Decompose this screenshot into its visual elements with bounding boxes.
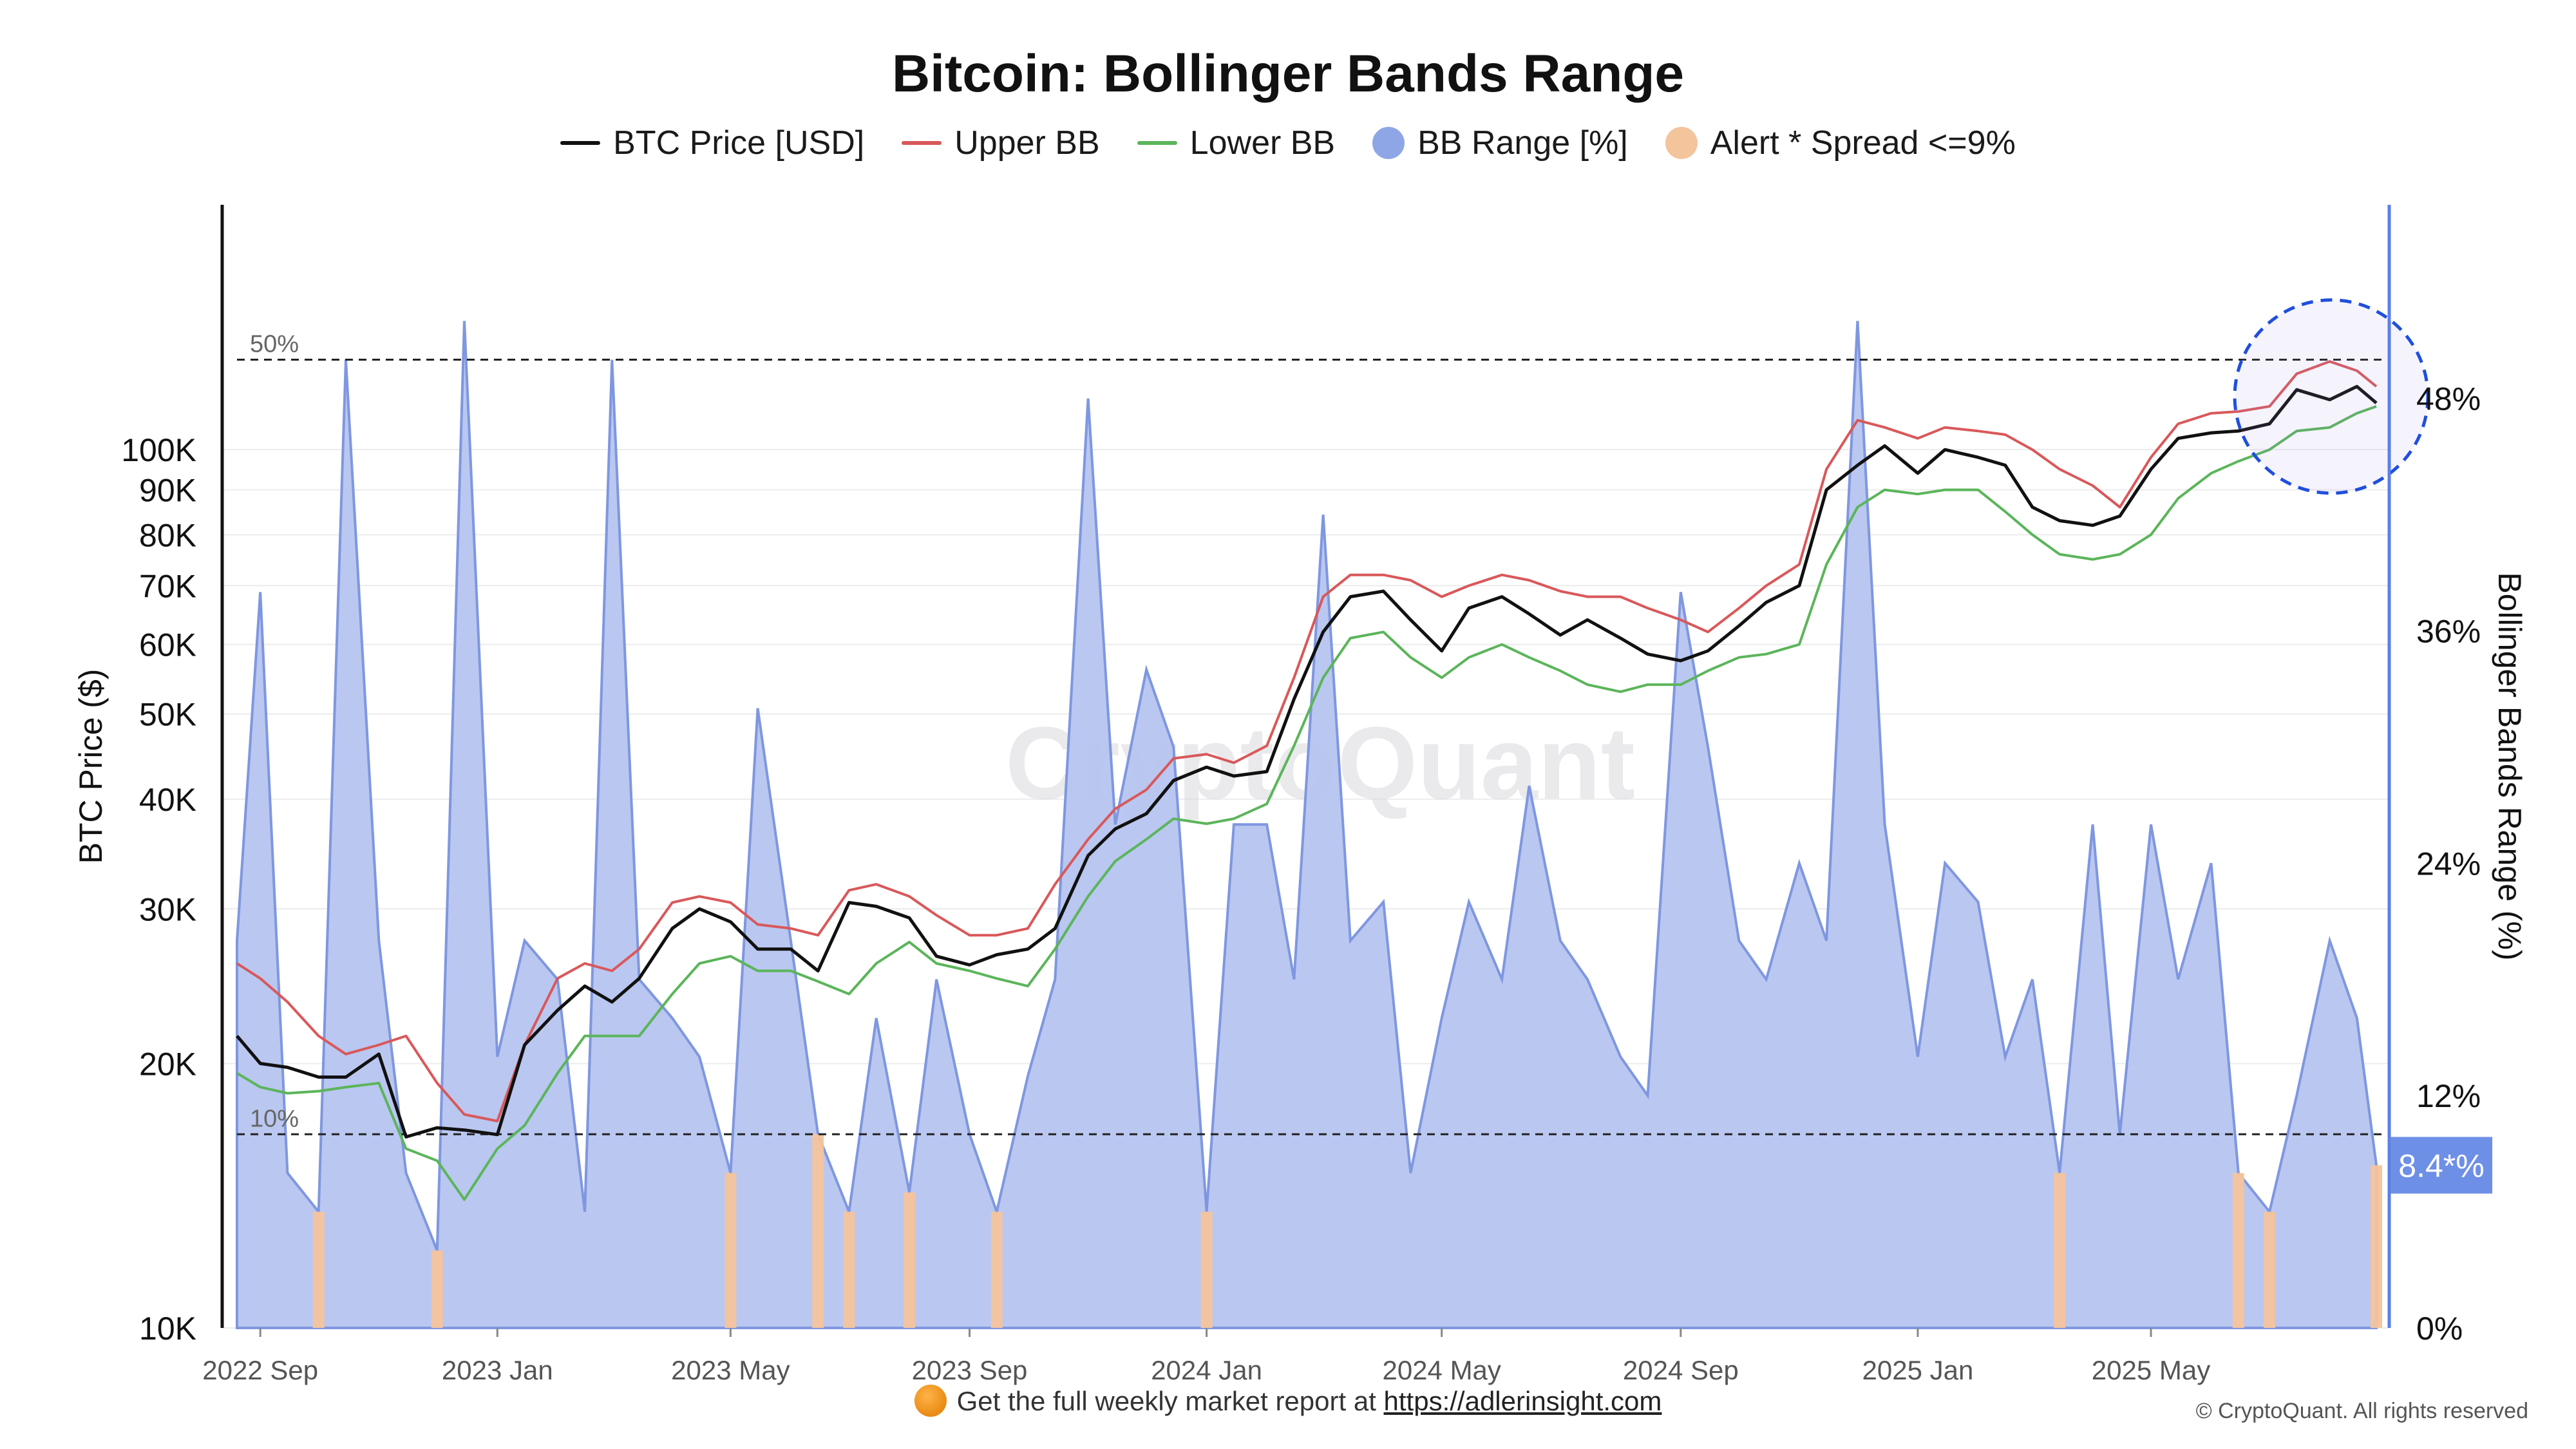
alert-bar-2022-10-01	[312, 1211, 325, 1328]
legend-item-btc-price[interactable]: BTC Price [USD]	[560, 124, 864, 162]
x-tick-2023-may: 2023 May	[671, 1355, 790, 1385]
right-axis-label: Bollinger Bands Range (%)	[2492, 572, 2528, 960]
alert-bar-2022-12-01	[431, 1250, 443, 1328]
reference-label-10: 10%	[250, 1105, 299, 1132]
highlight-circle	[2233, 298, 2430, 495]
legend-label-btc-price: BTC Price [USD]	[613, 124, 865, 162]
legend-item-upper-bb[interactable]: Upper BB	[902, 124, 1100, 162]
left-tick-70k: 70K	[139, 568, 196, 604]
left-axis-label: BTC Price ($)	[73, 669, 109, 864]
legend-label-upper-bb: Upper BB	[954, 124, 1100, 162]
current-value-badge	[2391, 1137, 2492, 1194]
legend-swatch-btc-price	[560, 141, 601, 145]
alert-bar-2025-03-15	[2054, 1173, 2066, 1328]
footer-link[interactable]: https://adlerinsight.com	[1383, 1386, 1662, 1416]
chart-title: Bitcoin: Bollinger Bands Range	[891, 44, 1685, 103]
legend-swatch-lower-bb	[1137, 141, 1177, 145]
x-tick-2024-sep: 2024 Sep	[1623, 1355, 1739, 1385]
footer-text: Get the full weekly market report at	[956, 1386, 1384, 1416]
footer: Get the full weekly market report at htt…	[0, 1384, 2576, 1419]
x-tick-2025-may: 2025 May	[2092, 1355, 2210, 1385]
x-tick-2023-jan: 2023 Jan	[442, 1355, 553, 1385]
left-tick-30k: 30K	[139, 891, 196, 927]
left-tick-20k: 20K	[139, 1046, 196, 1082]
legend-swatch-alert	[1665, 127, 1698, 159]
alert-bar-2023-09-15	[990, 1211, 1003, 1328]
alert-bar-2023-06-15	[812, 1134, 824, 1328]
left-tick-60k: 60K	[139, 627, 196, 663]
series-btc-price-line	[236, 384, 2378, 1139]
right-tick-24: 24%	[2416, 846, 2481, 882]
left-tick-80k: 80K	[139, 517, 196, 553]
right-tick-48: 48%	[2416, 381, 2481, 417]
legend-label-bb-range: BB Range [%]	[1417, 124, 1628, 162]
x-tick-2025-jan: 2025 Jan	[1862, 1355, 1974, 1385]
left-tick-10k: 10K	[139, 1311, 196, 1347]
left-tick-50k: 50K	[139, 697, 196, 733]
x-tick-2024-jan: 2024 Jan	[1151, 1355, 1262, 1385]
left-tick-90k: 90K	[139, 473, 196, 509]
alert-bar-2024-01-01	[1200, 1211, 1213, 1328]
legend-label-alert: Alert * Spread <=9%	[1710, 124, 2016, 162]
alert-bar-2023-08-01	[903, 1192, 915, 1328]
alert-bar-2023-05-01	[724, 1173, 737, 1328]
alert-bar-2023-07-01	[843, 1211, 855, 1328]
alert-bar-2025-08-25	[2371, 1165, 2382, 1328]
alert-bar-2025-07-01	[2264, 1211, 2276, 1328]
left-tick-40k: 40K	[139, 782, 196, 818]
x-tick-2022-sep: 2022 Sep	[202, 1355, 318, 1385]
series-upper-bb-line	[236, 360, 2378, 1122]
legend-label-lower-bb: Lower BB	[1189, 124, 1336, 162]
current-value-label: 8.4*%	[2398, 1148, 2484, 1184]
right-tick-12: 12%	[2416, 1078, 2481, 1114]
legend-swatch-upper-bb	[902, 141, 942, 145]
right-tick-36: 36%	[2416, 614, 2481, 650]
right-tick-0: 0%	[2416, 1311, 2463, 1347]
legend-item-bb-range[interactable]: BB Range [%]	[1372, 124, 1628, 162]
legend-item-alert[interactable]: Alert * Spread <=9%	[1665, 124, 2016, 162]
reference-label-50: 50%	[250, 331, 299, 358]
alert-bar-2025-06-15	[2232, 1173, 2244, 1328]
left-tick-100k: 100K	[121, 432, 196, 468]
legend-item-lower-bb[interactable]: Lower BB	[1137, 124, 1335, 162]
chart-legend: BTC Price [USD] Upper BB Lower BB BB Ran…	[0, 124, 2576, 162]
legend-swatch-bb-range	[1372, 127, 1405, 159]
x-tick-2024-may: 2024 May	[1382, 1355, 1501, 1385]
copyright-text: © CryptoQuant. All rights reserved	[2195, 1399, 2528, 1423]
coin-icon	[914, 1384, 947, 1417]
series-lower-bb-line	[236, 405, 2377, 1201]
x-tick-2023-sep: 2023 Sep	[912, 1355, 1028, 1385]
